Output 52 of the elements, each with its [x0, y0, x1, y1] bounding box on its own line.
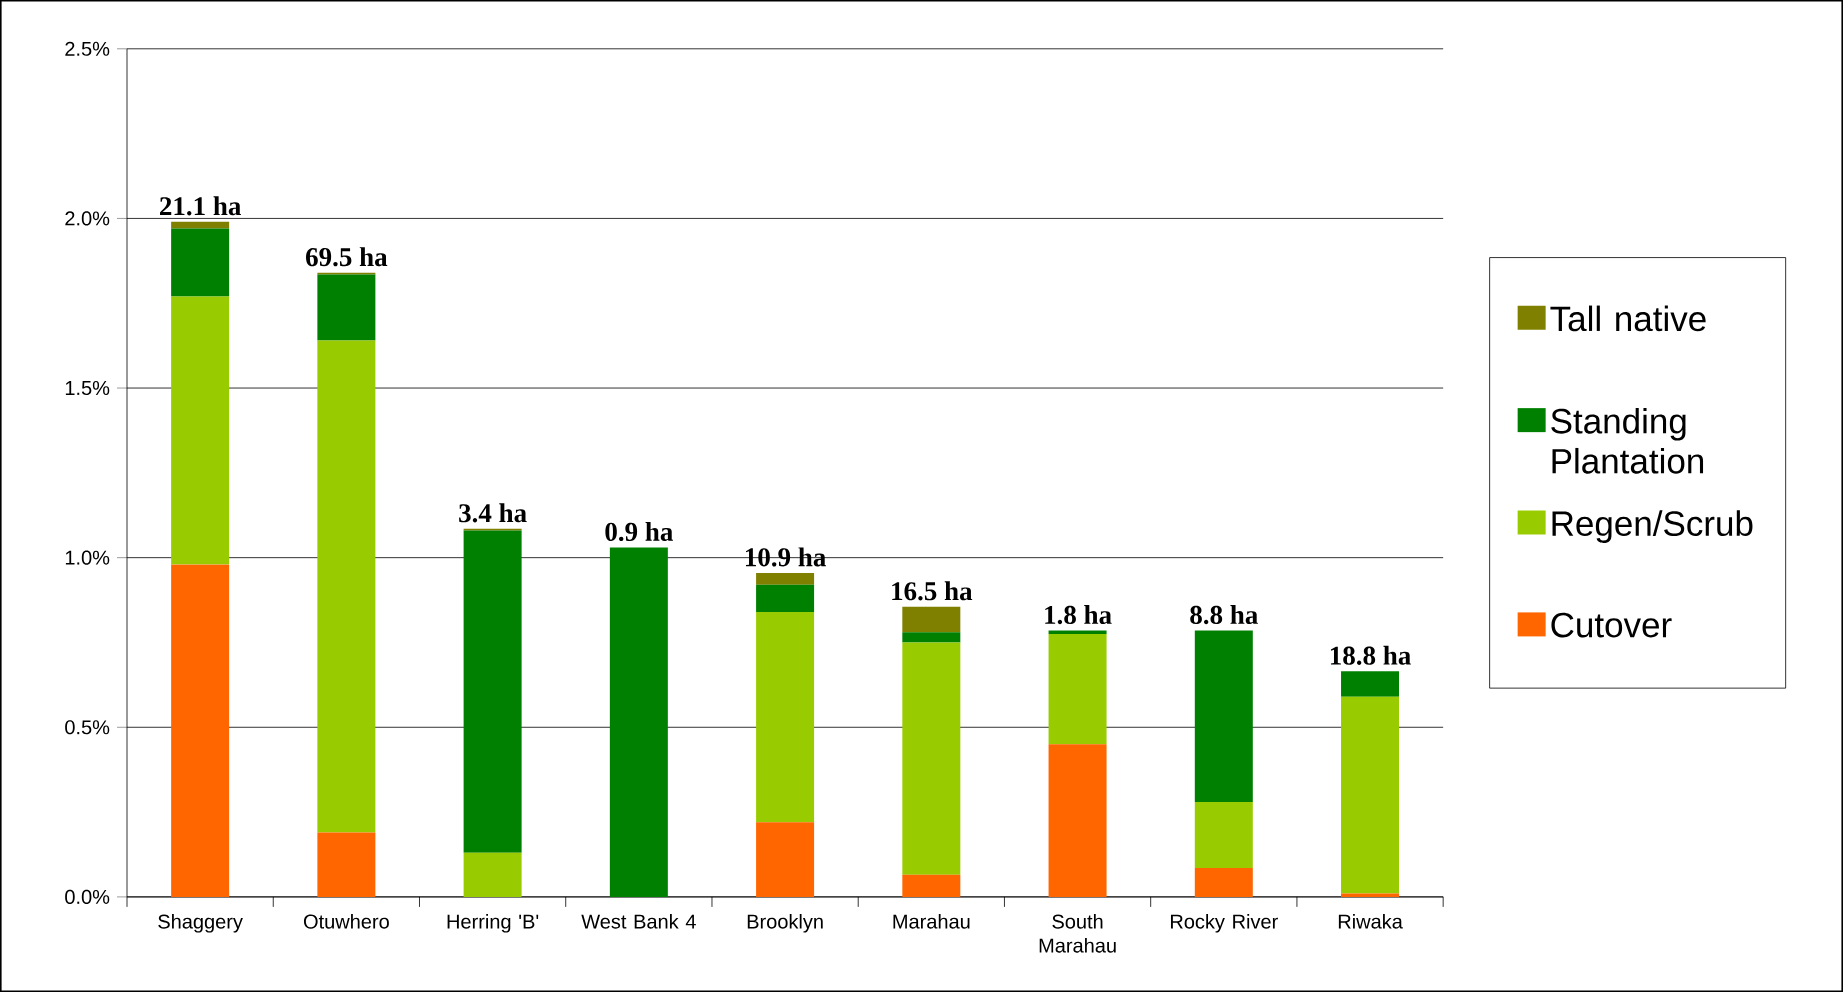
bar — [171, 296, 230, 565]
bar — [902, 874, 961, 897]
y-tick-label: 0.5% — [65, 720, 110, 735]
bar — [756, 611, 815, 823]
bar — [756, 584, 815, 612]
legend-label: Regen/Scrub — [1552, 510, 1753, 543]
bar — [1048, 744, 1107, 897]
bar — [463, 530, 522, 853]
bar — [1194, 801, 1253, 869]
y-tick-label: 2.5% — [65, 41, 110, 56]
x-tick-label: Riwaka — [1338, 913, 1403, 929]
annotation: 21.1 ha — [160, 196, 241, 216]
bar — [317, 274, 376, 341]
y-tick-label: 1.0% — [65, 550, 110, 565]
bar — [902, 642, 961, 875]
x-tick-label: Brooklyn — [747, 913, 823, 933]
annotation: 0.9 ha — [605, 521, 673, 542]
bar — [609, 547, 668, 897]
bar — [171, 564, 230, 897]
x-tick-label: Herring 'B' — [447, 913, 539, 933]
y-tick-label: 0.0% — [65, 889, 110, 904]
x-tick-label: Shaggery — [158, 913, 243, 933]
annotation: 18.8 ha — [1330, 645, 1411, 665]
bar — [756, 822, 815, 897]
x-tick-label: West Bank 4 — [581, 913, 696, 929]
bar — [1048, 633, 1107, 745]
bar — [171, 228, 230, 297]
bar — [463, 852, 522, 897]
annotation: 69.5 ha — [306, 247, 388, 267]
bar — [171, 221, 230, 229]
y-tick-label: 1.5% — [65, 380, 110, 396]
bar — [902, 632, 961, 643]
bar — [317, 340, 376, 833]
annotation: 1.8 ha — [1045, 605, 1112, 625]
legend-label: Tall native — [1550, 305, 1706, 332]
bar — [1194, 868, 1253, 897]
x-tick-label: Otuwhero — [303, 913, 389, 929]
annotation: 3.4 ha — [459, 503, 527, 523]
y-tick-label: 2.0% — [65, 211, 110, 226]
bar — [756, 572, 815, 585]
bar — [1341, 671, 1400, 697]
annotation: 8.8 ha — [1190, 605, 1258, 625]
bar — [317, 832, 376, 897]
legend-label: Standing Plantation — [1551, 407, 1704, 474]
bar — [902, 606, 961, 633]
bar — [1194, 630, 1253, 802]
annotation: 16.5 ha — [892, 581, 973, 601]
bar — [1341, 696, 1400, 894]
x-tick-label: Marahau — [893, 913, 970, 929]
x-tick-label: Rocky River — [1170, 913, 1278, 933]
x-tick-label: South Marahau — [1039, 913, 1116, 953]
legend-label: Cutover — [1551, 612, 1672, 638]
